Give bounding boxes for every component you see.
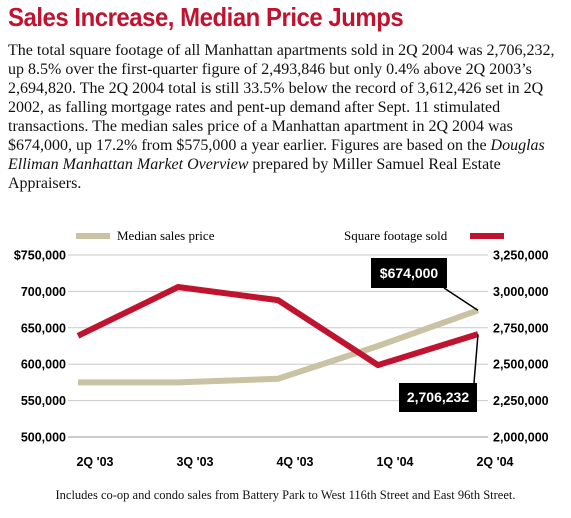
x-axis-tick-label: 4Q '03 — [276, 455, 313, 469]
left-axis-tick-label: 700,000 — [21, 285, 66, 299]
left-axis-tick-label: 500,000 — [21, 431, 66, 445]
chart-legend: Median sales price Square footage sold — [76, 228, 504, 243]
right-axis-tick-label: 2,250,000 — [493, 394, 549, 408]
right-axis-tick-label: 2,500,000 — [493, 358, 549, 372]
source-title: Douglas Elliman Manhattan Market Overvie… — [8, 137, 545, 173]
x-axis-tick-label: 1Q '04 — [376, 455, 413, 469]
x-axis-tick-label: 2Q '04 — [476, 455, 513, 469]
callout-label-sqft: 2,706,232 — [407, 389, 469, 405]
chart-footnote: Includes co-op and condo sales from Batt… — [55, 488, 516, 502]
series-line-square-footage — [76, 284, 479, 369]
left-axis-tick-label: $750,000 — [14, 249, 66, 263]
legend-label-price: Median sales price — [117, 228, 215, 243]
x-axis-ticks: 2Q '03 3Q '03 4Q '03 1Q '04 2Q '04 — [76, 455, 513, 469]
callout-label-price: $674,000 — [380, 265, 439, 281]
callout-leader-price — [443, 287, 479, 311]
headline: Sales Increase, Median Price Jumps — [8, 2, 404, 32]
x-axis-tick-label: 2Q '03 — [76, 455, 113, 469]
chart-series-lines — [76, 284, 480, 386]
legend-label-sqft: Square footage sold — [344, 228, 448, 243]
left-axis-tick-label: 600,000 — [21, 358, 66, 372]
callout-leader-sqft — [473, 334, 479, 384]
left-axis-ticks: $750,000 700,000 650,000 600,000 550,000 500,… — [14, 249, 66, 445]
callout-box-sqft — [399, 383, 477, 412]
article-body: The total square footage of all Manhatta… — [8, 41, 564, 193]
right-axis-tick-label: 2,750,000 — [493, 321, 549, 335]
body-text-post: prepared by Miller Samuel Real Estate Ap… — [8, 156, 501, 192]
callout-box-price — [371, 258, 447, 288]
right-axis-tick-label: 3,250,000 — [493, 249, 549, 263]
left-axis-tick-label: 550,000 — [21, 394, 66, 408]
series-line-median-price — [78, 307, 480, 386]
right-axis-ticks: 3,250,000 3,000,000 2,750,000 2,500,000 2,25… — [493, 249, 549, 445]
body-text-pre: The total square footage of all Manhatta… — [8, 42, 555, 154]
chart-callouts: $674,000 2,706,232 — [371, 258, 479, 412]
right-axis-tick-label: 3,000,000 — [493, 285, 549, 299]
left-axis-tick-label: 650,000 — [21, 321, 66, 335]
x-axis-tick-label: 3Q '03 — [176, 455, 213, 469]
right-axis-tick-label: 2,000,000 — [493, 431, 549, 445]
